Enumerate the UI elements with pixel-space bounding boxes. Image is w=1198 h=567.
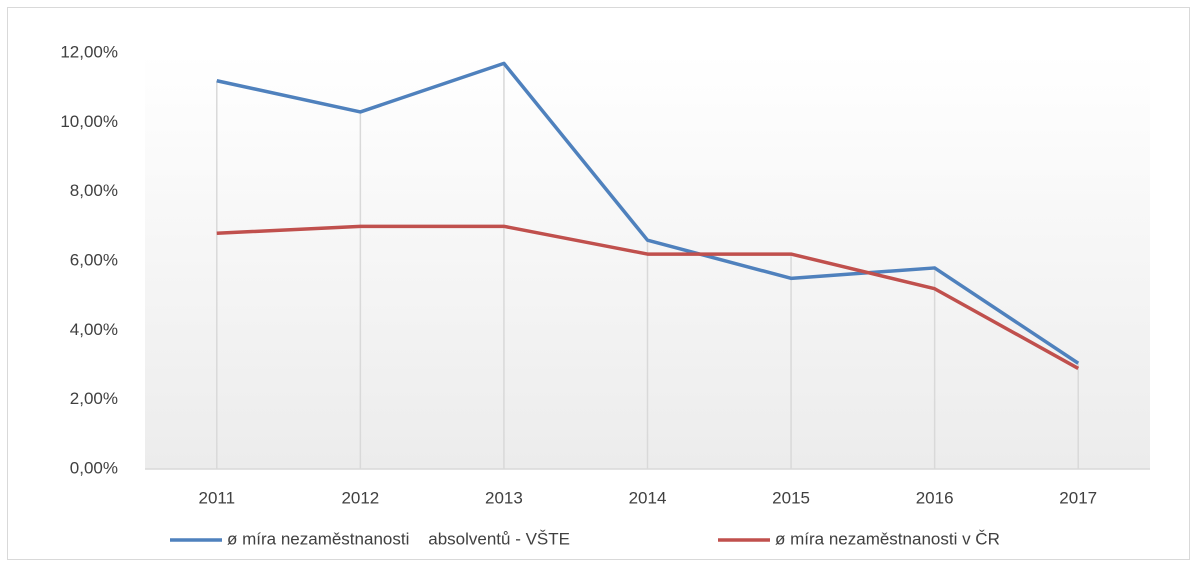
x-tick-label: 2015 (772, 488, 810, 507)
x-tick-label: 2017 (1059, 488, 1097, 507)
y-tick-label: 8,00% (70, 181, 118, 200)
y-tick-label: 0,00% (70, 458, 118, 477)
x-tick-label: 2013 (485, 488, 523, 507)
y-tick-label: 6,00% (70, 250, 118, 269)
legend-label: ø míra nezaměstnanosti v ČR (775, 529, 1000, 548)
y-tick-label: 10,00% (60, 112, 118, 131)
series-line (216, 61, 1080, 365)
x-tick-label: 2011 (199, 488, 236, 507)
legend-label: ø míra nezaměstnanosti absolventů - VŠTE (227, 529, 570, 548)
x-tick-label: 2014 (629, 488, 667, 507)
y-tick-label: 4,00% (70, 320, 118, 339)
x-tick-label: 2016 (916, 488, 954, 507)
y-tick-label: 2,00% (70, 389, 118, 408)
x-tick-label: 2012 (341, 488, 379, 507)
series-line (216, 224, 1080, 370)
y-tick-label: 12,00% (60, 42, 118, 61)
